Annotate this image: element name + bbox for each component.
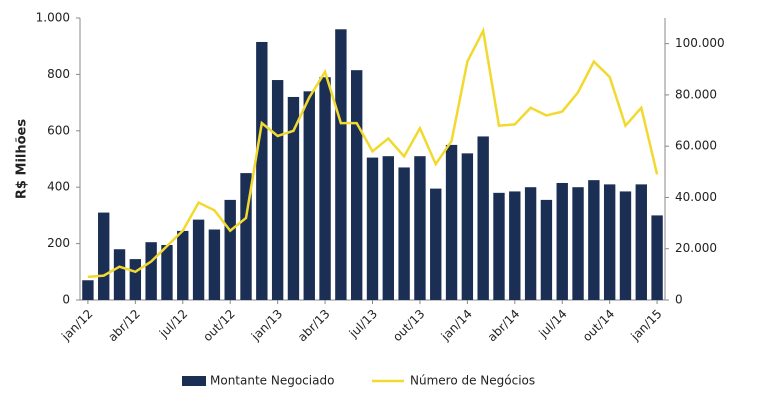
bar bbox=[98, 212, 110, 300]
bar bbox=[382, 156, 395, 300]
bar bbox=[287, 96, 300, 301]
y2-tick-label: 100.000 bbox=[675, 36, 725, 50]
bar bbox=[303, 91, 315, 300]
y-tick-label: 200 bbox=[47, 236, 70, 250]
bar bbox=[651, 215, 663, 300]
y2-tick-label: 40.000 bbox=[675, 190, 717, 204]
bar bbox=[556, 182, 568, 300]
y2-tick-label: 0 bbox=[675, 293, 683, 307]
bar bbox=[129, 259, 142, 300]
x-tick-label: jan/14 bbox=[438, 307, 475, 344]
bar bbox=[366, 157, 379, 300]
y2-tick-label: 60.000 bbox=[675, 139, 717, 153]
y-tick-label: 400 bbox=[47, 180, 70, 194]
bar bbox=[588, 180, 600, 300]
x-tick-label: out/13 bbox=[390, 307, 427, 344]
y-tick-label: 800 bbox=[47, 67, 70, 81]
bar bbox=[509, 191, 521, 300]
bar bbox=[224, 199, 236, 300]
x-tick-label: jan/13 bbox=[248, 307, 285, 344]
bar bbox=[240, 173, 252, 300]
x-tick-label: out/14 bbox=[580, 307, 617, 344]
x-tick-label: out/12 bbox=[200, 307, 237, 344]
bar bbox=[477, 136, 489, 300]
bar bbox=[398, 167, 410, 300]
x-tick-label: abr/14 bbox=[485, 307, 523, 345]
bar bbox=[524, 187, 537, 300]
x-tick-label: jul/14 bbox=[535, 307, 569, 341]
y-tick-label: 0 bbox=[62, 293, 70, 307]
bar bbox=[635, 184, 647, 300]
x-tick-label: abr/13 bbox=[295, 307, 333, 345]
bar bbox=[572, 187, 584, 300]
legend-label: Número de Negócios bbox=[410, 374, 535, 388]
bar bbox=[145, 242, 157, 300]
x-tick-label: jan/12 bbox=[58, 307, 95, 344]
bar bbox=[350, 70, 363, 300]
y-tick-label: 600 bbox=[47, 123, 70, 137]
x-tick-label: jul/12 bbox=[156, 307, 190, 341]
bar bbox=[414, 156, 426, 300]
bar bbox=[619, 191, 632, 300]
legend-label: Montante Negociado bbox=[210, 374, 334, 388]
bar bbox=[430, 188, 442, 300]
bar bbox=[493, 192, 505, 300]
y2-tick-label: 20.000 bbox=[675, 241, 717, 255]
bar bbox=[540, 199, 553, 300]
line bbox=[87, 26, 659, 279]
bar bbox=[603, 184, 616, 300]
x-tick-label: jul/13 bbox=[346, 307, 380, 341]
bar bbox=[256, 41, 268, 300]
x-tick-label: jan/15 bbox=[627, 307, 664, 344]
bar bbox=[161, 245, 173, 300]
bar bbox=[208, 229, 221, 300]
bar bbox=[319, 77, 331, 300]
y-axis-label: R$ Milhões bbox=[15, 119, 30, 199]
y-tick-label: 1.000 bbox=[36, 11, 70, 25]
bar bbox=[177, 230, 189, 300]
bar bbox=[445, 144, 458, 300]
x-tick-label: abr/12 bbox=[105, 307, 143, 345]
bar bbox=[335, 29, 347, 301]
bar bbox=[461, 153, 474, 300]
legend-swatch bbox=[182, 376, 206, 386]
bar bbox=[271, 80, 284, 300]
bar bbox=[192, 219, 205, 300]
bar bbox=[82, 280, 94, 300]
bar bbox=[113, 249, 126, 300]
y2-tick-label: 80.000 bbox=[675, 87, 717, 101]
